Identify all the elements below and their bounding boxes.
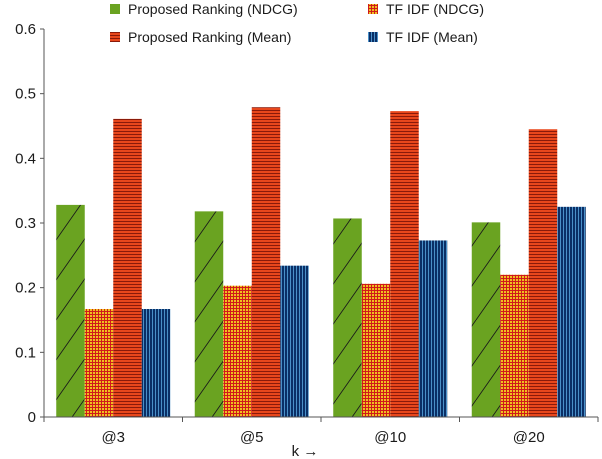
y-tick-label: 0.3 xyxy=(15,215,36,232)
y-tick-label: 0.2 xyxy=(15,280,36,297)
legend-swatch xyxy=(110,32,120,42)
x-tick-label: @3 xyxy=(101,429,125,446)
bar-series-2-at5 xyxy=(223,285,252,417)
y-tick-label: 0.1 xyxy=(15,344,36,361)
legend-label: TF IDF (Mean) xyxy=(386,29,478,45)
legend-label: Proposed Ranking (NDCG) xyxy=(128,1,298,17)
x-tick-label: @5 xyxy=(240,429,264,446)
y-tick-label: 0.5 xyxy=(15,86,36,103)
bar-series-1-at20 xyxy=(471,222,501,417)
legend-swatch xyxy=(368,4,378,14)
y-tick-label: 0.4 xyxy=(15,150,36,167)
bar-series-2-at3 xyxy=(84,309,114,417)
x-tick-label: @10 xyxy=(374,429,406,446)
bars xyxy=(56,107,586,418)
bar-series-3-at3 xyxy=(113,118,142,418)
bar-series-1-at3 xyxy=(56,204,85,417)
bar-series-3-at20 xyxy=(528,129,558,417)
bar-series-4-at20 xyxy=(557,206,586,417)
bar-series-3-at5 xyxy=(251,107,281,417)
legend-label: TF IDF (NDCG) xyxy=(386,1,484,17)
bar-series-2-at20 xyxy=(500,274,529,417)
y-tick-label: 0.6 xyxy=(15,21,36,38)
bar-series-1-at10 xyxy=(333,218,362,417)
bar-series-4-at3 xyxy=(141,309,171,417)
legend-label: Proposed Ranking (Mean) xyxy=(128,29,291,45)
y-tick-label: 0 xyxy=(28,409,36,426)
bar-series-4-at10 xyxy=(418,240,448,417)
x-axis: @3 @5 @10 @20 xyxy=(43,416,599,446)
legend-swatch xyxy=(368,32,378,42)
y-axis: 0 0.1 0.2 0.3 0.4 0.5 0.6 xyxy=(15,21,45,426)
x-tick-label: @20 xyxy=(513,429,545,446)
legend-swatch xyxy=(110,4,120,14)
bar-series-3-at10 xyxy=(390,111,419,418)
bar-series-2-at10 xyxy=(361,283,391,417)
bar-series-1-at5 xyxy=(194,211,224,417)
x-axis-label: k → xyxy=(292,443,319,459)
legend: Proposed Ranking (NDCG) TF IDF (NDCG) Prop… xyxy=(110,1,484,45)
bar-series-4-at5 xyxy=(280,265,309,417)
